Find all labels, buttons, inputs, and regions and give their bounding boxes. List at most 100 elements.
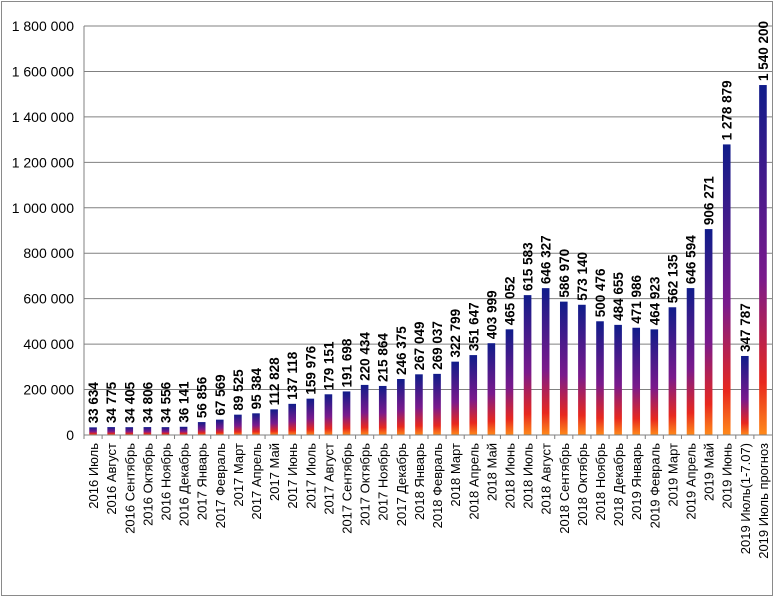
bar xyxy=(215,419,224,435)
data-label: 646 594 xyxy=(684,235,699,284)
x-tick-label: 2017 Февраль xyxy=(213,443,228,529)
x-tick-label: 2016 Август xyxy=(104,443,119,515)
bar xyxy=(632,327,641,435)
data-label: 464 923 xyxy=(647,276,662,325)
bar xyxy=(650,329,659,435)
x-tick-label: 2017 Ноябрь xyxy=(376,443,391,521)
data-label: 403 999 xyxy=(484,290,499,339)
data-label: 179 151 xyxy=(321,341,336,390)
y-tick-label: 1 000 000 xyxy=(12,200,74,216)
data-label: 159 976 xyxy=(303,345,318,394)
y-tick-label: 1 600 000 xyxy=(12,63,74,79)
data-label: 615 583 xyxy=(521,242,536,291)
x-tick-label: 2017 Август xyxy=(321,443,336,515)
data-label: 347 787 xyxy=(738,303,753,352)
x-tick-label: 2018 Ноябрь xyxy=(593,443,608,521)
data-label: 906 271 xyxy=(702,176,717,225)
bar xyxy=(342,391,351,435)
x-tick-label: 2017 Июнь xyxy=(285,443,300,509)
x-tick-label: 2018 Октябрь xyxy=(575,443,590,526)
x-tick-label: 2019 Февраль xyxy=(647,443,662,529)
data-label: 586 970 xyxy=(557,249,572,298)
x-tick-label: 2018 Сентябрь xyxy=(557,443,572,534)
bar xyxy=(324,394,333,435)
data-label: 67 569 xyxy=(213,374,228,415)
data-label: 471 986 xyxy=(629,274,644,323)
bar xyxy=(270,409,278,435)
x-tick-label: 2018 Апрель xyxy=(466,443,481,520)
bar xyxy=(614,324,622,435)
x-tick-label: 2018 Декабрь xyxy=(611,443,626,526)
bar xyxy=(668,307,677,435)
x-tick-label: 2018 Май xyxy=(484,443,499,501)
x-tick-label: 2016 Ноябрь xyxy=(158,443,173,521)
bar xyxy=(143,427,152,435)
x-tick-label: 2019 Май xyxy=(702,443,717,501)
bar xyxy=(741,355,749,435)
bar xyxy=(252,413,260,435)
y-tick-label: 1 800 000 xyxy=(12,18,74,34)
data-label: 465 052 xyxy=(502,277,517,326)
bar xyxy=(378,385,387,435)
bar xyxy=(578,304,586,435)
x-tick-label: 2018 Июнь xyxy=(502,443,517,509)
data-label: 562 135 xyxy=(665,254,680,303)
bar xyxy=(505,329,514,435)
x-tick-label: 2016 Сентябрь xyxy=(122,443,137,534)
x-tick-label: 2017 Сентябрь xyxy=(340,443,355,534)
bar xyxy=(759,85,767,435)
data-label: 215 864 xyxy=(376,333,391,382)
bar xyxy=(596,321,604,435)
x-tick-label: 2016 Июль xyxy=(86,443,101,509)
bar xyxy=(559,301,568,435)
data-label: 1 540 200 xyxy=(756,21,771,81)
data-label: 322 799 xyxy=(448,309,463,358)
data-label: 267 049 xyxy=(412,322,427,371)
data-label: 484 655 xyxy=(611,272,626,321)
bar xyxy=(107,427,115,435)
x-tick-label: 2017 Январь xyxy=(195,443,210,520)
data-label: 34 806 xyxy=(140,381,155,423)
x-tick-label: 2019 Март xyxy=(665,443,680,507)
x-tick-label: 2019 Июнь xyxy=(720,443,735,509)
bar xyxy=(89,427,97,435)
x-tick-label: 2018 Август xyxy=(539,443,554,515)
bar xyxy=(686,288,695,435)
y-tick-label: 800 000 xyxy=(23,245,74,261)
x-tick-label: 2018 Март xyxy=(448,443,463,507)
data-label: 34 775 xyxy=(104,381,119,423)
data-label: 1 278 879 xyxy=(720,80,735,140)
data-label: 500 476 xyxy=(593,268,608,317)
data-label: 33 634 xyxy=(86,382,101,424)
y-axis: 0 200 000 400 000 600 000 800 000 1 000 000 1 … xyxy=(12,18,85,443)
data-label: 246 375 xyxy=(394,326,409,375)
data-label: 89 525 xyxy=(231,369,246,411)
y-tick-label: 1 200 000 xyxy=(12,154,74,170)
bar xyxy=(415,374,423,435)
x-tick-label: 2019 Июль прогноз xyxy=(756,443,771,559)
data-label: 191 698 xyxy=(340,338,355,387)
bar xyxy=(523,295,532,435)
bar xyxy=(179,426,188,435)
x-tick-label: 2016 Октябрь xyxy=(140,443,155,526)
data-label: 56 856 xyxy=(195,376,210,418)
x-tick-label: 2017 Декабрь xyxy=(394,443,409,526)
bar xyxy=(722,144,731,435)
x-tick-label: 2018 Июль xyxy=(521,443,536,509)
y-tick-label: 1 400 000 xyxy=(12,109,74,125)
data-label: 351 647 xyxy=(466,302,481,351)
bar xyxy=(288,403,297,435)
bar xyxy=(541,288,550,435)
bar xyxy=(234,414,242,435)
y-tick-label: 0 xyxy=(66,427,74,443)
data-label: 36 141 xyxy=(177,381,192,423)
y-tick-label: 600 000 xyxy=(23,291,74,307)
bar xyxy=(360,384,369,435)
x-tick-label: 2016 Декабрь xyxy=(177,443,192,526)
x-tick-label: 2019 Январь xyxy=(629,443,644,520)
bars xyxy=(89,85,767,435)
bar xyxy=(704,229,713,435)
x-tick-label: 2017 Июль xyxy=(303,443,318,509)
x-tick-label: 2017 Март xyxy=(231,443,246,507)
